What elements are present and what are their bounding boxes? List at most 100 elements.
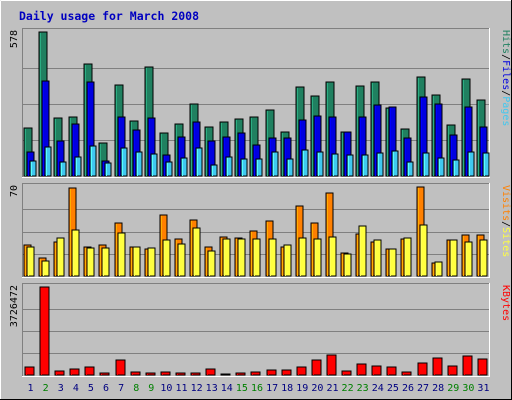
bar-kbytes-day-7 xyxy=(115,359,126,376)
bar-body xyxy=(120,147,128,177)
bar-body xyxy=(298,237,307,277)
x-tick-label: 7 xyxy=(118,383,124,394)
bar-sites-day-15 xyxy=(237,238,246,277)
bar-body xyxy=(177,243,186,277)
bar-body xyxy=(26,246,35,277)
bar-body xyxy=(482,152,490,177)
bar-sites-day-17 xyxy=(268,238,277,277)
panel-visits-sites: 70 Visits/Sites xyxy=(9,183,511,278)
bar-body xyxy=(225,156,233,177)
bar-body xyxy=(29,160,37,177)
bar-body xyxy=(220,373,231,376)
bar-body xyxy=(406,161,414,177)
bar-body xyxy=(434,261,443,277)
bar-body xyxy=(86,247,95,277)
x-tick-label: 21 xyxy=(326,383,338,394)
bar-sites-day-12 xyxy=(192,227,201,277)
x-tick-label: 16 xyxy=(251,383,263,394)
bar-pages-day-2 xyxy=(44,146,52,177)
bar-pages-day-12 xyxy=(195,147,203,177)
bar-pages-day-16 xyxy=(255,158,263,177)
bar-pages-day-20 xyxy=(316,151,324,177)
bar-body xyxy=(99,372,110,376)
bar-sites-day-21 xyxy=(328,236,337,277)
bar-pages-day-28 xyxy=(437,157,445,177)
bar-body xyxy=(44,146,52,177)
bar-body xyxy=(283,244,292,277)
x-tick-label: 20 xyxy=(311,383,323,394)
bar-body xyxy=(210,164,218,177)
x-tick-label: 17 xyxy=(266,383,278,394)
bar-body xyxy=(150,153,158,177)
bar-body xyxy=(301,149,309,177)
bar-sites-day-10 xyxy=(162,239,171,277)
bar-body xyxy=(361,154,369,177)
bar-body xyxy=(207,250,216,277)
bar-pages-day-24 xyxy=(376,152,384,177)
bar-pages-day-3 xyxy=(59,161,67,177)
bar-pages-day-4 xyxy=(74,156,82,177)
bar-body xyxy=(192,227,201,277)
bar-body xyxy=(89,145,97,177)
bar-sites-day-2 xyxy=(41,260,50,277)
bar-sites-day-30 xyxy=(464,241,473,277)
bar-pages-day-27 xyxy=(422,152,430,177)
bar-kbytes-day-2 xyxy=(39,286,50,376)
bar-body xyxy=(104,162,112,177)
bar-body xyxy=(462,355,473,376)
bar-body xyxy=(316,151,324,177)
bar-body xyxy=(180,157,188,177)
bar-kbytes-day-5 xyxy=(84,366,95,376)
x-tick-label: 8 xyxy=(133,383,139,394)
x-tick-label: 22 xyxy=(342,383,354,394)
bar-kbytes-day-12 xyxy=(190,372,201,376)
bar-sites-day-26 xyxy=(403,237,412,277)
legend-kbytes: KBytes xyxy=(500,285,511,321)
bar-body xyxy=(356,363,367,376)
bar-kbytes-day-30 xyxy=(462,355,473,376)
bar-pages-day-5 xyxy=(89,145,97,177)
bar-body xyxy=(449,239,458,277)
bar-body xyxy=(56,237,65,277)
bar-body xyxy=(268,238,277,277)
bar-body xyxy=(391,150,399,177)
x-tick-label: 19 xyxy=(296,383,308,394)
legend-sites: Sites xyxy=(500,227,511,257)
bar-body xyxy=(165,161,173,177)
bar-body xyxy=(313,238,322,277)
bar-body xyxy=(24,366,35,376)
bar-body xyxy=(39,286,50,376)
bar-body xyxy=(69,368,80,376)
bar-kbytes-day-6 xyxy=(99,372,110,376)
bar-body xyxy=(101,247,110,277)
legend: KBytes xyxy=(500,285,511,321)
legend-hits: Hits xyxy=(500,30,511,54)
bar-sites-day-31 xyxy=(479,239,488,277)
x-tick-label: 27 xyxy=(417,383,429,394)
legend-visits: Visits xyxy=(500,185,511,221)
bar-sites-day-3 xyxy=(56,237,65,277)
bar-sites-day-4 xyxy=(71,229,80,277)
x-tick-label: 4 xyxy=(73,383,79,394)
bar-body xyxy=(162,239,171,277)
bar-kbytes-day-19 xyxy=(296,366,307,376)
bar-body xyxy=(419,224,428,277)
bar-body xyxy=(422,152,430,177)
bar-body xyxy=(240,158,248,177)
bar-body xyxy=(84,366,95,376)
bar-body xyxy=(326,354,337,376)
bar-kbytes-day-18 xyxy=(281,369,292,376)
bar-pages-day-17 xyxy=(271,151,279,177)
legend-files: Files xyxy=(500,60,511,90)
y-max-label: 3726472 xyxy=(9,285,20,327)
bar-body xyxy=(195,147,203,177)
bar-kbytes-day-26 xyxy=(401,371,412,376)
panel-kbytes: 3726472 KBytes xyxy=(9,283,511,377)
bar-kbytes-day-17 xyxy=(266,369,277,376)
x-tick-label: 30 xyxy=(462,383,474,394)
x-tick-label: 31 xyxy=(477,383,489,394)
bar-pages-day-26 xyxy=(406,161,414,177)
bar-body xyxy=(371,365,382,376)
x-tick-label: 25 xyxy=(387,383,399,394)
